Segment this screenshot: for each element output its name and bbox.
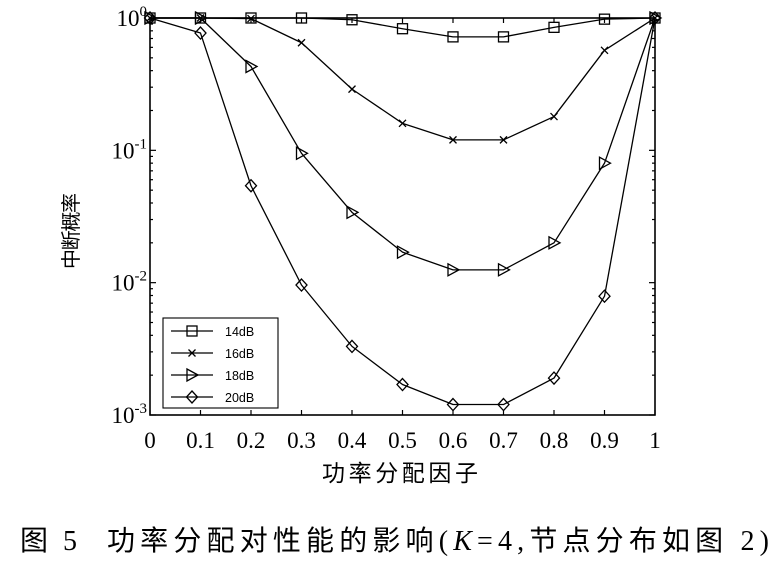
series-line (150, 17, 656, 141)
data-point (600, 46, 609, 55)
y-tick-label-exponent: -1 (135, 136, 148, 152)
data-point (346, 14, 358, 26)
data-point (194, 10, 208, 26)
data-point (348, 85, 356, 94)
data-point (244, 178, 258, 193)
legend-entry: 14dB (171, 325, 254, 339)
data-point (648, 11, 662, 25)
data-point (396, 377, 409, 392)
legend-entry: 20dB (171, 390, 254, 405)
data-point (497, 31, 510, 43)
series-line (150, 17, 656, 271)
data-point (396, 23, 409, 35)
figure-caption: 图 5 功率分配对性能的影响(K =4,节点分布如图 2) (20, 525, 769, 557)
x-tick-label: 0.7 (489, 428, 518, 453)
data-point (345, 339, 359, 354)
x-tick-label: 0.4 (338, 428, 367, 453)
data-point (548, 21, 560, 33)
legend-swatch-marker (186, 325, 198, 337)
y-tick-label-exponent: -3 (135, 401, 148, 417)
y-tick-label-base: 10 (117, 6, 140, 31)
x-tick-label: 0.5 (388, 428, 417, 453)
x-tick-label: 1 (649, 428, 661, 453)
caption-text-part: =4,节点分布如图 2) (477, 525, 769, 557)
legend-swatch-marker (185, 390, 199, 404)
data-point (194, 26, 207, 40)
y-tick-label: 10-2 (112, 269, 148, 296)
data-point (247, 14, 255, 23)
data-point (446, 397, 460, 412)
y-axis-label: 中断概率 (60, 193, 83, 269)
data-point (143, 11, 157, 25)
y-tick-label: 100 (117, 4, 148, 31)
data-point (447, 262, 461, 277)
data-point (297, 38, 306, 47)
x-tick-label: 0.8 (540, 428, 569, 453)
legend: 14dB 16dB 18dB 20dB (162, 317, 279, 409)
legend-entry: 16dB (171, 347, 254, 361)
legend-entry: 18dB (171, 367, 254, 383)
data-point (346, 205, 360, 220)
x-tick-label: 0.6 (439, 428, 468, 453)
x-tick-label: 0.1 (186, 428, 215, 453)
x-tick-label: 0 (144, 428, 156, 453)
axes: 0 0.1 0.2 0.3 0.4 0.5 0.6 0.7 0.8 0.9 110010-110-2… (112, 4, 661, 453)
x-axis-label: 功率分配因子 (322, 461, 478, 486)
data-point (550, 112, 558, 121)
y-tick-label: 10-3 (112, 401, 148, 428)
caption-text: 功率分配对性能的影响(K =4,节点分布如图 2) (107, 525, 769, 557)
data-point (449, 135, 457, 144)
data-point (547, 371, 561, 386)
y-tick-label-base: 10 (112, 271, 135, 296)
series-line (149, 17, 656, 406)
y-tick-label-exponent: -2 (135, 269, 148, 285)
y-tick-label: 10-1 (112, 136, 148, 163)
legend-swatch-marker (186, 367, 200, 383)
y-tick-label-base: 10 (112, 138, 135, 163)
data-series (143, 10, 663, 412)
y-tick-label-exponent: 0 (140, 4, 148, 20)
data-point (598, 289, 611, 304)
data-point (548, 235, 562, 250)
data-point (398, 119, 407, 128)
legend-label: 14dB (225, 325, 254, 339)
legend-label: 18dB (225, 369, 254, 383)
data-point (497, 397, 510, 412)
series-18db (144, 10, 663, 277)
data-point (295, 146, 309, 161)
data-point (245, 59, 259, 74)
data-point (295, 278, 308, 292)
x-tick-label: 0.2 (237, 428, 266, 453)
data-point (598, 13, 611, 25)
data-point (499, 135, 508, 144)
caption-variable-k: K (452, 526, 473, 557)
data-point (598, 156, 612, 171)
figure-number: 图 5 (20, 526, 77, 557)
series-20db (143, 11, 662, 412)
plot-frame (149, 17, 656, 416)
data-point (396, 245, 410, 260)
legend-label: 20dB (225, 391, 254, 405)
caption-text-part: 功率分配对性能的影响( (107, 525, 448, 557)
legend-label: 16dB (225, 347, 254, 361)
legend-swatch-marker (188, 349, 196, 357)
legend-box (162, 317, 279, 409)
data-point (497, 262, 511, 277)
y-tick-label-base: 10 (112, 403, 135, 428)
data-point (447, 31, 459, 43)
data-point (295, 12, 308, 24)
x-tick-label: 0.3 (287, 428, 316, 453)
x-tick-label: 0.9 (590, 428, 619, 453)
